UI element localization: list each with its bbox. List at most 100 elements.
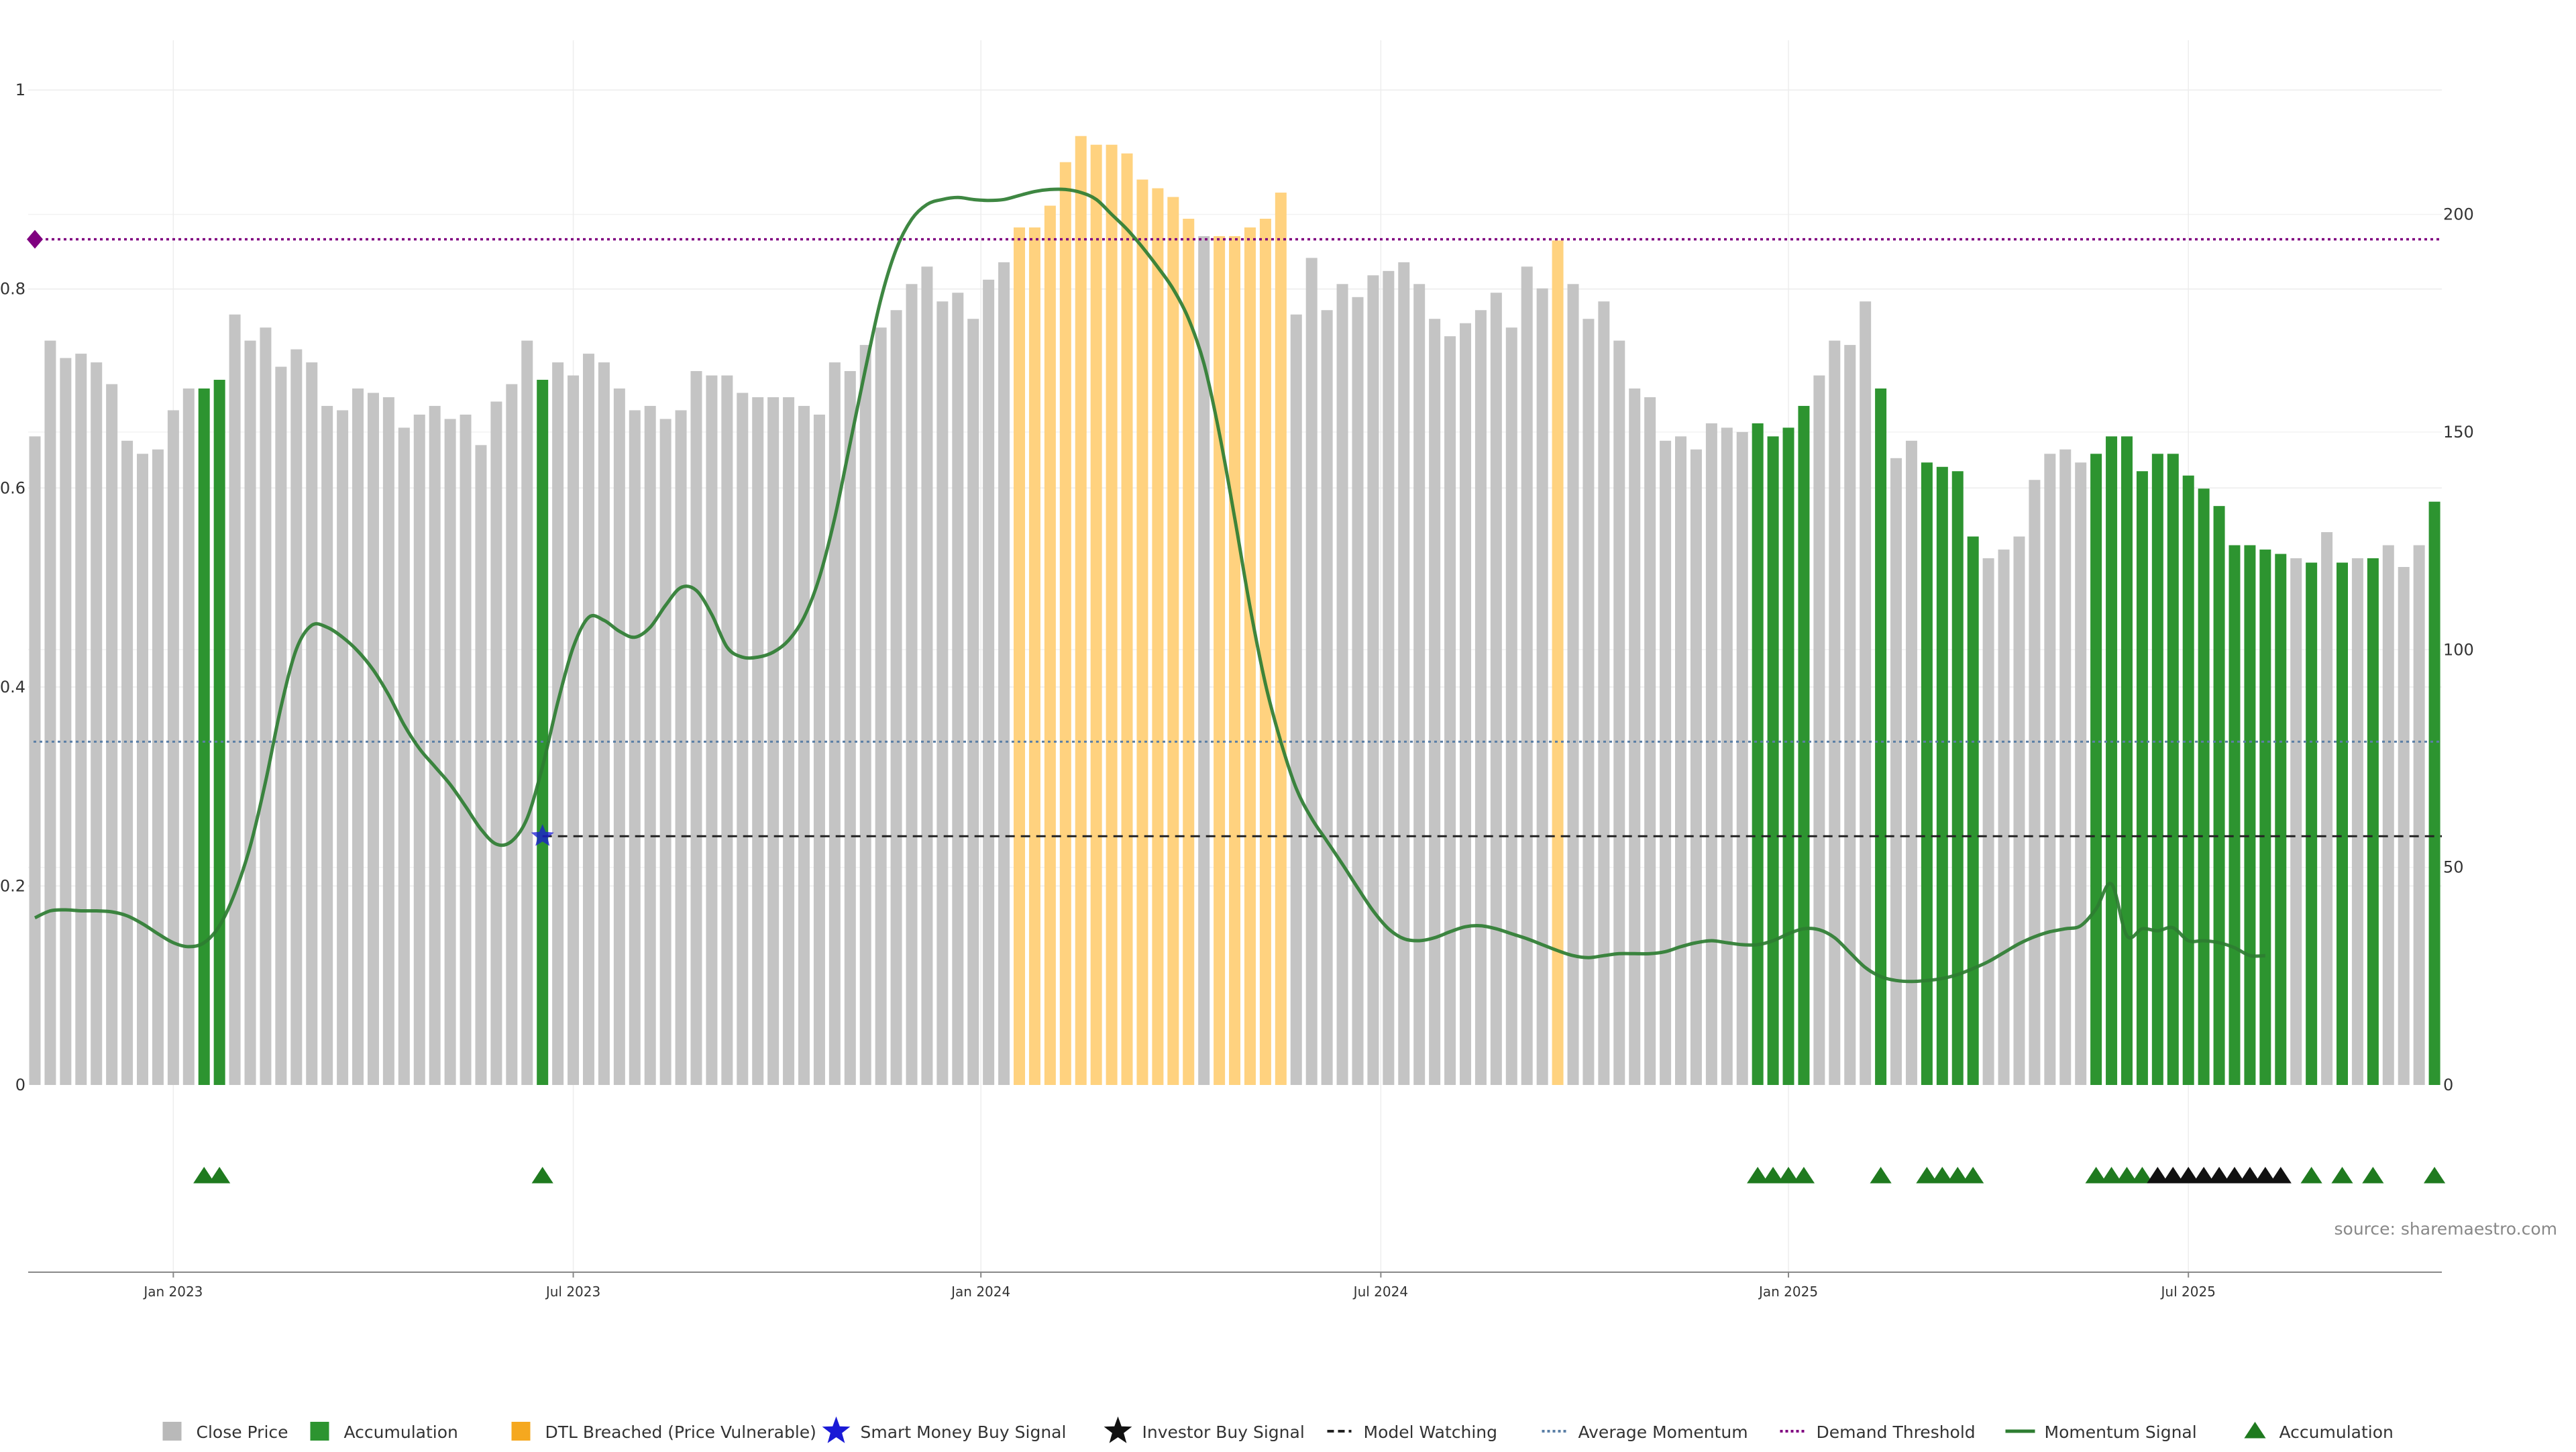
x-axis-tick-label: Jan 2025 <box>1758 1284 1818 1300</box>
right-axis-tick-label: 200 <box>2443 205 2474 224</box>
left-axis-tick-label: 0.6 <box>0 478 25 497</box>
price-bar-119 <box>1860 301 1872 1085</box>
price-bar-126 <box>1967 536 1979 1085</box>
right-axis-tick-label: 50 <box>2443 858 2464 877</box>
price-bar-29 <box>475 445 487 1085</box>
price-bar-18 <box>306 362 318 1086</box>
price-bar-23 <box>382 397 394 1085</box>
legend-swatch-close <box>162 1422 182 1441</box>
price-bar-99 <box>1552 240 1564 1085</box>
price-bar-55 <box>875 327 887 1085</box>
price-bar-48 <box>767 397 780 1085</box>
price-bar-102 <box>1598 301 1610 1085</box>
price-bar-39 <box>629 410 641 1085</box>
price-bar-30 <box>490 401 502 1085</box>
accumulation-marker-12 <box>2085 1167 2107 1184</box>
legend-item-accum_marker: Accumulation <box>2244 1422 2394 1442</box>
x-axis-tick-label: Jul 2023 <box>545 1284 600 1300</box>
accumulation-marker-5 <box>1777 1167 1800 1184</box>
price-bar-142 <box>2213 506 2225 1085</box>
price-bar-104 <box>1629 388 1641 1085</box>
legend-label: Close Price <box>197 1422 288 1442</box>
investor-marker-3 <box>2193 1167 2215 1184</box>
accumulation-marker-0 <box>193 1167 215 1184</box>
investor-marker-5 <box>2223 1167 2246 1184</box>
x-axis-tick-label: Jul 2024 <box>1352 1284 1408 1300</box>
price-bar-111 <box>1736 431 1748 1085</box>
price-bar-15 <box>260 327 272 1085</box>
price-bar-6 <box>121 440 133 1085</box>
accumulation-marker-10 <box>1947 1167 1969 1184</box>
legend-label: Accumulation <box>2279 1422 2394 1442</box>
price-bar-125 <box>1951 471 1964 1085</box>
smart-money-buy-star <box>531 824 554 846</box>
price-bar-151 <box>2351 558 2363 1085</box>
investor-marker-4 <box>2208 1167 2231 1184</box>
right-axis-tick-label: 150 <box>2443 423 2474 442</box>
left-axis-tick-label: 0.2 <box>0 876 25 895</box>
right-axis-tick-label: 0 <box>2443 1076 2453 1094</box>
price-bar-65 <box>1028 227 1040 1085</box>
price-bar-45 <box>721 375 733 1085</box>
price-bar-141 <box>2198 488 2210 1085</box>
price-bar-4 <box>91 362 103 1086</box>
price-bar-34 <box>552 362 564 1086</box>
price-bar-57 <box>906 284 918 1085</box>
price-bar-24 <box>398 427 410 1085</box>
investor-marker-6 <box>2239 1167 2261 1184</box>
price-bar-81 <box>1275 193 1287 1085</box>
legend-label: DTL Breached (Price Vulnerable) <box>545 1422 816 1442</box>
price-bar-69 <box>1090 144 1102 1086</box>
right-axis-tick-label: 100 <box>2443 640 2474 659</box>
price-bar-154 <box>2398 566 2410 1085</box>
price-bar-16 <box>275 366 287 1085</box>
price-bar-43 <box>690 371 702 1085</box>
price-bar-136 <box>2121 436 2133 1085</box>
price-bar-115 <box>1798 405 1810 1085</box>
price-bar-94 <box>1474 310 1487 1086</box>
price-bar-146 <box>2275 554 2287 1085</box>
price-bar-51 <box>813 414 825 1085</box>
price-bar-61 <box>967 319 979 1086</box>
price-bar-123 <box>1921 462 1933 1085</box>
price-bar-20 <box>337 410 349 1085</box>
legend-swatch-dtl <box>511 1422 531 1441</box>
price-bar-62 <box>983 279 995 1085</box>
legend-label: Average Momentum <box>1578 1422 1748 1442</box>
accumulation-marker-9 <box>1931 1167 1953 1184</box>
accumulation-marker-3 <box>1747 1167 1769 1184</box>
price-bar-42 <box>675 410 687 1085</box>
price-bar-139 <box>2167 454 2179 1085</box>
price-bar-58 <box>921 266 933 1086</box>
accumulation-marker-2 <box>531 1167 553 1184</box>
price-bar-21 <box>352 388 364 1085</box>
price-bar-17 <box>290 349 303 1085</box>
left-axis-tick-label: 0.4 <box>0 678 25 696</box>
legend-item-close: Close Price <box>162 1422 288 1442</box>
price-bar-72 <box>1136 179 1148 1086</box>
price-bar-109 <box>1705 423 1717 1085</box>
price-bar-137 <box>2136 471 2148 1085</box>
signal-markers <box>193 824 2446 1184</box>
price-bar-54 <box>859 345 871 1085</box>
price-bar-3 <box>75 354 87 1085</box>
price-bar-76 <box>1198 236 1210 1085</box>
price-bar-88 <box>1383 270 1395 1085</box>
investor-marker-1 <box>2162 1167 2184 1184</box>
accumulation-marker-14 <box>2116 1167 2138 1184</box>
price-bar-44 <box>706 375 718 1085</box>
legend-swatch-accum_bar <box>310 1422 329 1441</box>
legend-item-smart: Smart Money Buy Signal <box>822 1416 1066 1443</box>
price-bar-106 <box>1660 440 1672 1085</box>
price-bar-143 <box>2229 545 2241 1085</box>
price-bar-50 <box>798 405 810 1085</box>
price-bar-1 <box>44 340 56 1086</box>
price-bar-153 <box>2382 545 2394 1085</box>
price-bar-70 <box>1106 144 1118 1086</box>
price-bar-52 <box>828 362 841 1086</box>
price-bar-149 <box>2321 532 2333 1085</box>
price-bar-75 <box>1183 218 1195 1085</box>
price-bar-132 <box>2059 449 2072 1085</box>
price-bar-97 <box>1521 266 1533 1086</box>
